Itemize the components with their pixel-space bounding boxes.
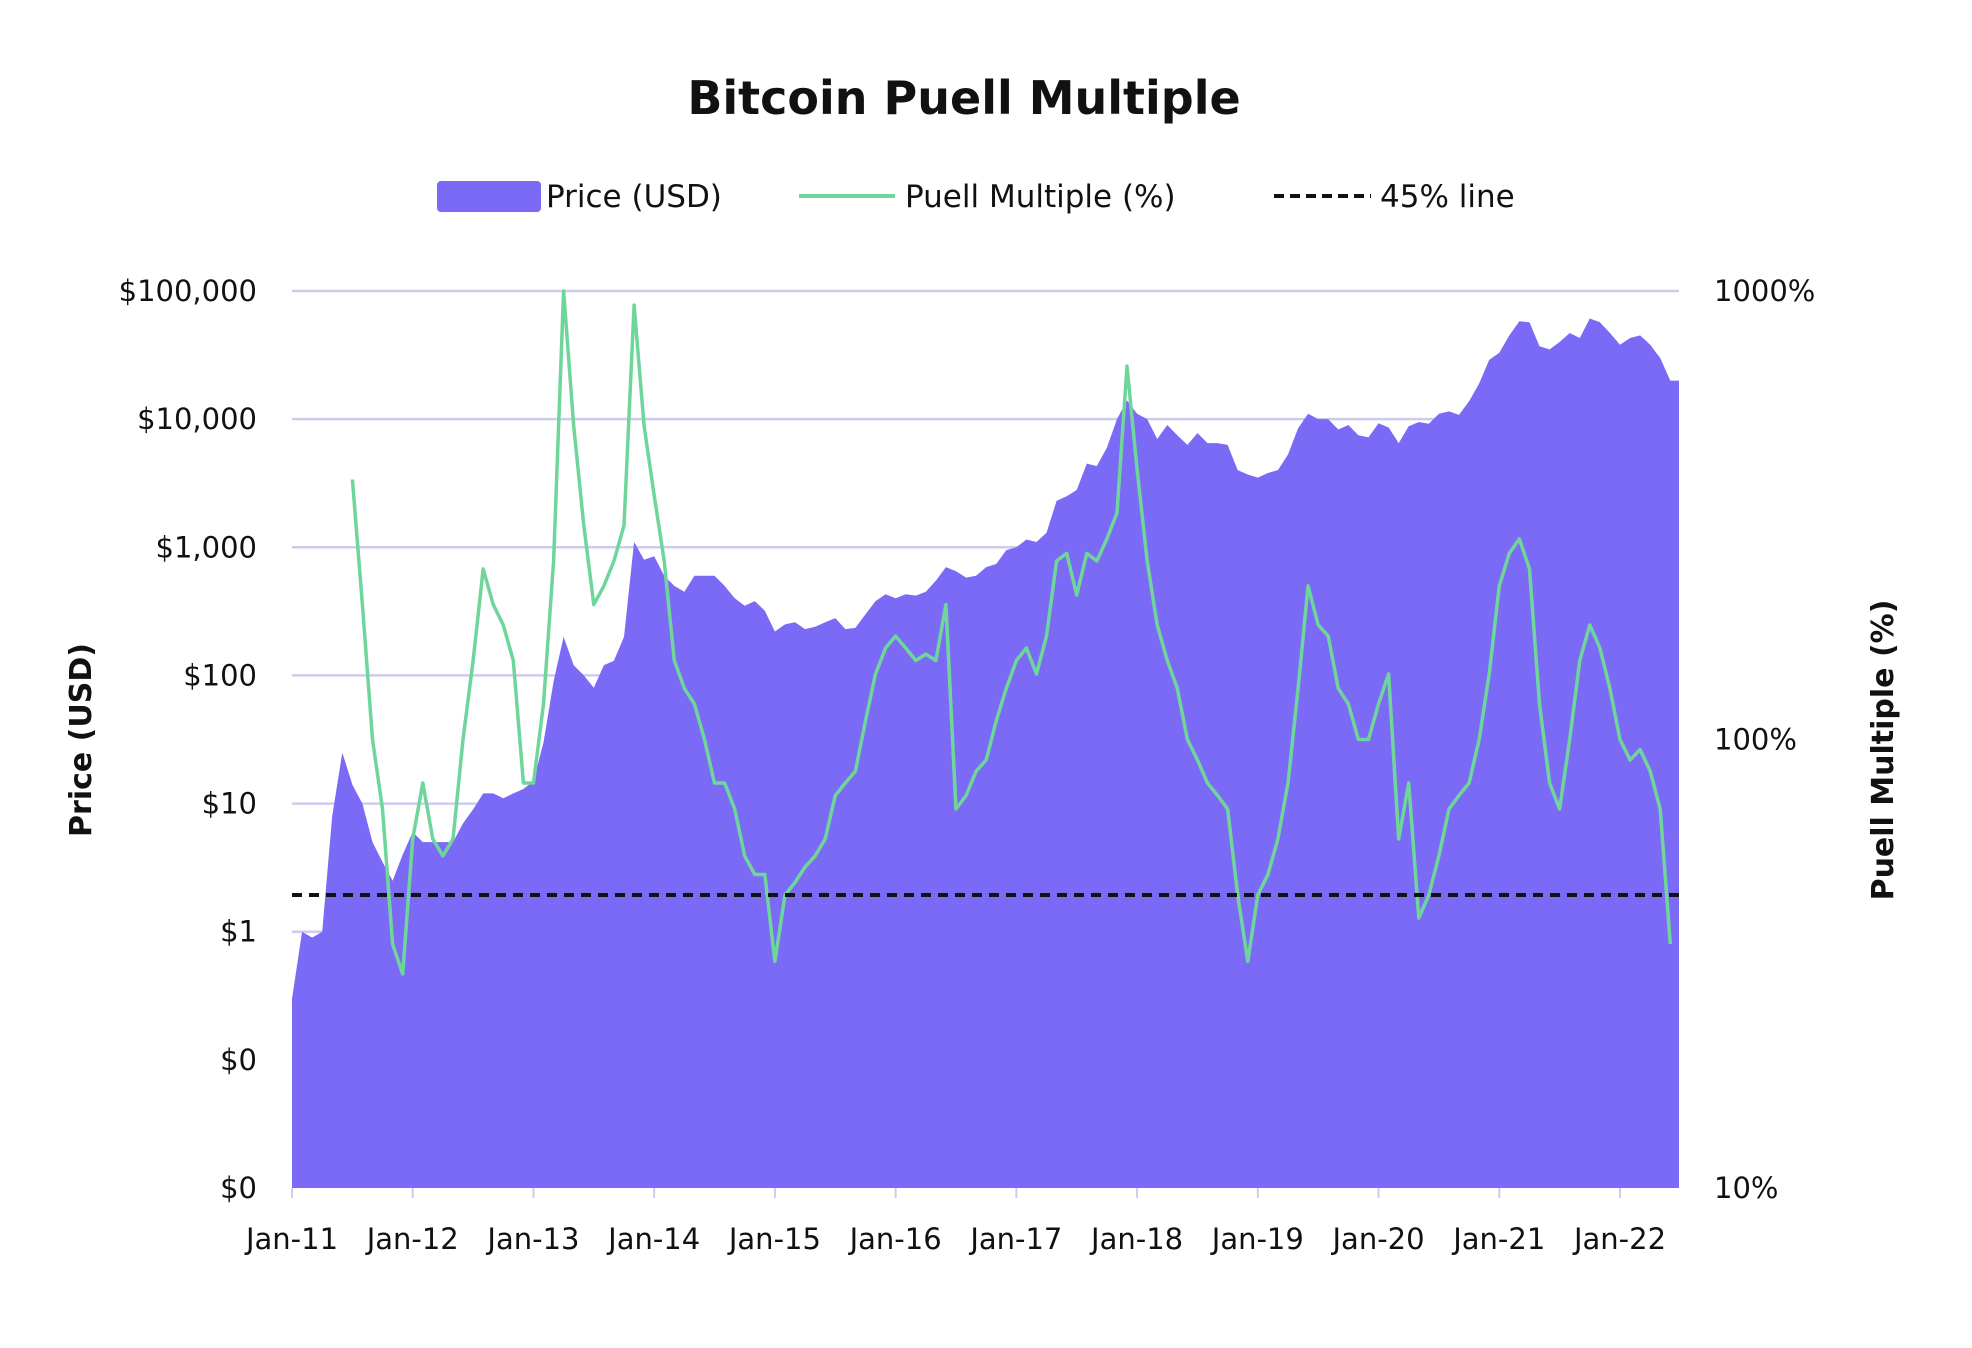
y-left-tick-label: $10 xyxy=(202,787,257,821)
x-tick-label: Jan-20 xyxy=(1331,1222,1425,1256)
puell-line xyxy=(350,289,1673,976)
x-tick-label: Jan-18 xyxy=(1089,1222,1183,1256)
y-left-tick-label: $1,000 xyxy=(156,530,257,564)
legend-label-threshold: 45% line xyxy=(1380,179,1515,215)
x-tick-label: Jan-16 xyxy=(848,1222,942,1256)
y-left-tick-label: $10,000 xyxy=(137,402,257,436)
legend-label-price: Price (USD) xyxy=(546,179,722,215)
y-right-tick-label: 1000% xyxy=(1714,274,1815,308)
y-axis-right-title: Puell Multiple (%) xyxy=(1866,600,1901,901)
y-axis-right: 10% 100% 1000% xyxy=(1714,274,1815,1205)
legend-label-puell: Puell Multiple (%) xyxy=(905,179,1176,215)
y-left-tick-label: $100 xyxy=(183,658,257,692)
x-axis: Jan-11 Jan-12 Jan-13 Jan-14 Jan-15 Jan-16 Jan-… xyxy=(244,1188,1666,1256)
y-left-tick-label: $100,000 xyxy=(119,274,257,308)
x-tick-label: Jan-11 xyxy=(244,1222,338,1256)
x-tick-label: Jan-17 xyxy=(968,1222,1062,1256)
y-left-tick-label: $1 xyxy=(220,915,257,949)
y-axis-left: $0 $0 $1 $10 $100 $1,000 $10,000 $100,000 xyxy=(119,274,257,1205)
x-tick-label: Jan-19 xyxy=(1210,1222,1304,1256)
y-right-tick-label: 10% xyxy=(1714,1171,1778,1205)
legend-swatch-price xyxy=(437,181,541,212)
x-tick-label: Jan-13 xyxy=(485,1222,579,1256)
x-tick-label: Jan-14 xyxy=(606,1222,700,1256)
y-right-tick-label: 100% xyxy=(1714,723,1797,757)
x-tick-label: Jan-12 xyxy=(365,1222,459,1256)
x-tick-label: Jan-22 xyxy=(1572,1222,1666,1256)
price-area xyxy=(292,318,1679,1188)
x-tick-label: Jan-15 xyxy=(727,1222,821,1256)
chart-title: Bitcoin Puell Multiple xyxy=(687,71,1240,125)
legend: Price (USD) Puell Multiple (%) 45% line xyxy=(437,179,1515,215)
x-tick-label: Jan-21 xyxy=(1451,1222,1545,1256)
y-left-tick-label: $0 xyxy=(220,1171,257,1205)
y-left-tick-label: $0 xyxy=(220,1043,257,1077)
y-axis-left-title: Price (USD) xyxy=(64,643,99,837)
